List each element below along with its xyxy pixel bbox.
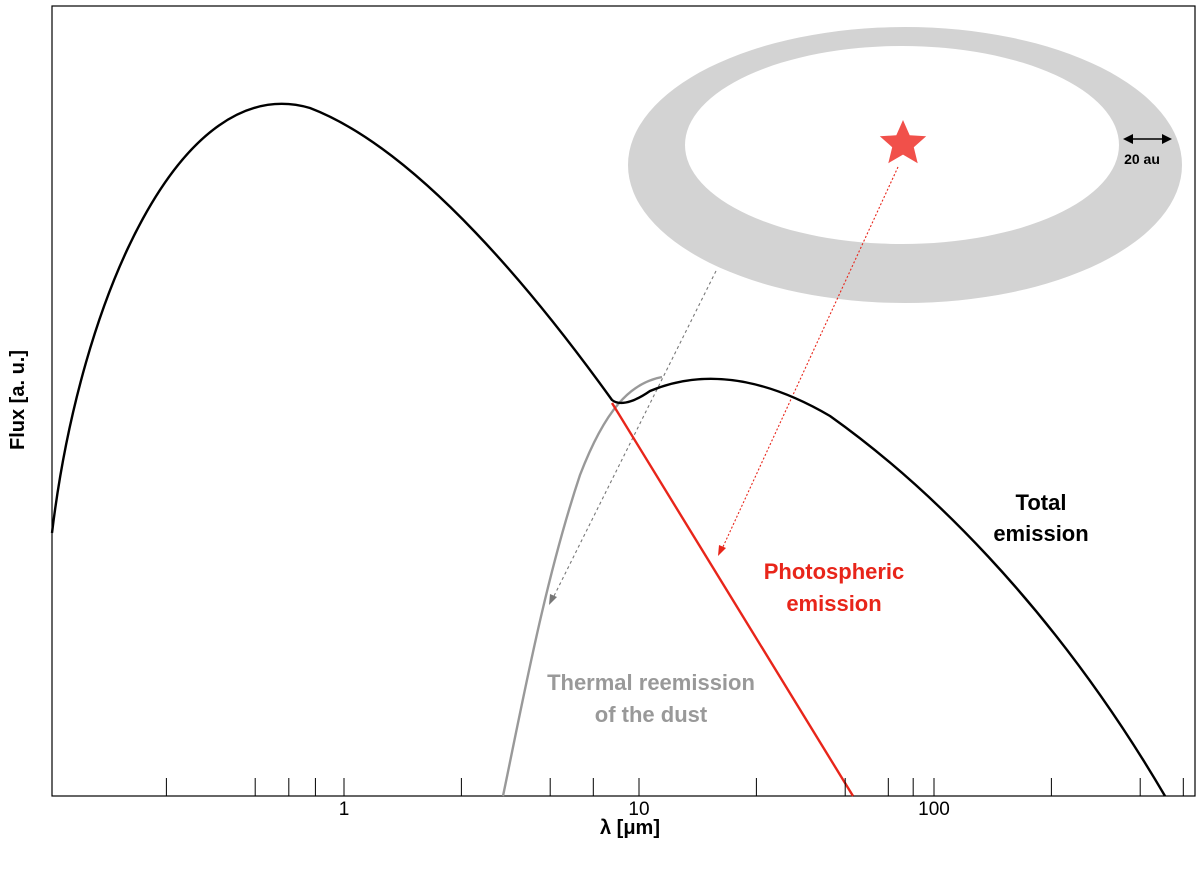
scale-bar-left-arrow-icon: [1123, 134, 1133, 144]
y-axis-label: Flux [a. u.]: [7, 350, 29, 450]
annotation-photospheric-line1: Photospheric: [764, 559, 905, 584]
annotation-thermal-line2: of the dust: [595, 702, 708, 727]
x-axis-ticks: 1 10 100: [165, 778, 1184, 820]
x-tick-label: 1: [339, 799, 350, 820]
x-axis-label: λ [μm]: [600, 817, 660, 839]
plot-frame: [51, 5, 1196, 797]
series-thermal-reemission-line: [501, 375, 663, 797]
x-tick-label: 100: [918, 799, 950, 820]
annotation-total-line2: emission: [993, 521, 1088, 546]
disk-illustration: 20 au: [628, 27, 1182, 303]
star-icon: [879, 120, 927, 164]
scale-bar-right-arrow-icon: [1162, 134, 1172, 144]
series-photospheric-line: [610, 402, 855, 797]
annotation-photospheric-line2: emission: [786, 591, 881, 616]
disk-pointer-arrowhead-icon: [549, 594, 557, 605]
star-pointer-arrowhead-icon: [718, 545, 726, 556]
annotation-thermal-line1: Thermal reemission: [547, 670, 755, 695]
disk-pointer-arrow: [552, 270, 717, 599]
scale-bar-label: 20 au: [1124, 151, 1160, 167]
annotation-total-line1: Total: [1016, 490, 1067, 515]
x-tick-label: 10: [628, 799, 649, 820]
series-total-emission-line: [50, 102, 1167, 797]
